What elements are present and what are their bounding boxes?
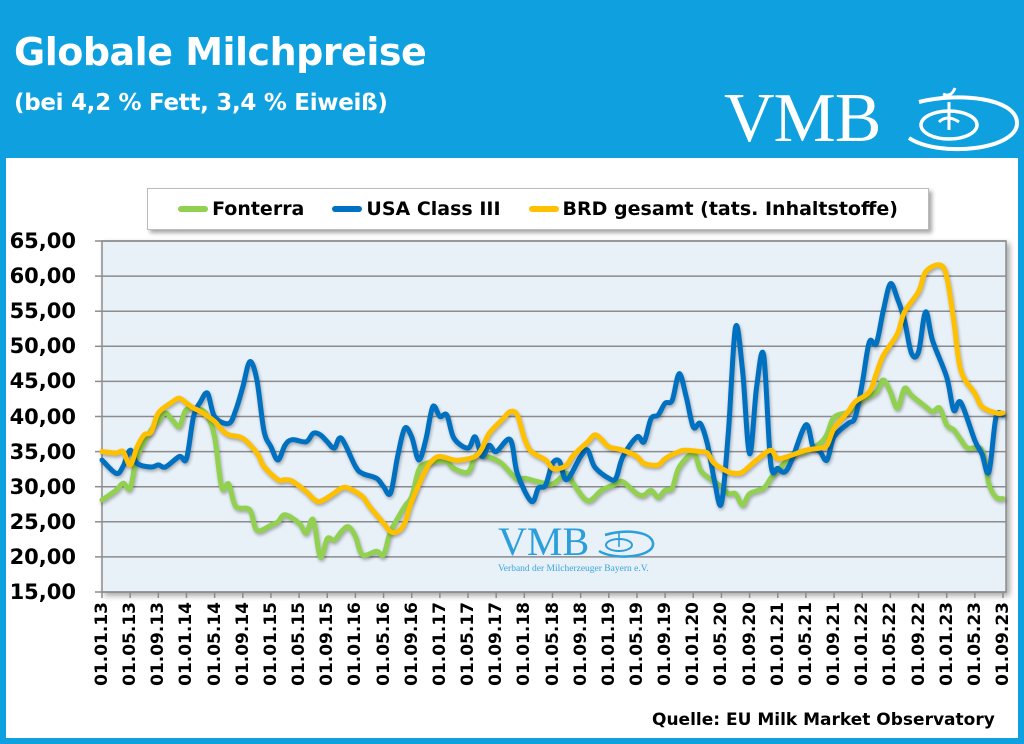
y-tick-label: 60,00 [9,264,76,289]
y-tick-label: 25,00 [9,509,76,534]
x-tick-label: 01.01.17 [429,602,450,686]
x-tick-label: 01.05.14 [204,602,225,686]
legend-swatch-fonterra [178,206,209,212]
watermark-text: VMB [498,519,590,564]
x-tick-label: 01.09.23 [993,602,1013,686]
legend-label: USA Class III [366,198,501,220]
page-title: Globale Milchpreise [14,30,427,74]
series-line-brd-gesamt-tats-inhaltstoffe [99,262,1006,536]
x-tick-label: 01.01.21 [767,602,788,686]
vmb-logo: VMB [724,80,1024,160]
x-tick-label: 01.05.13 [120,602,141,686]
legend-item-fonterra: Fonterra [178,198,304,220]
legend-label: Fonterra [212,198,305,220]
x-tick-label: 01.01.13 [92,602,112,686]
y-tick-label: 35,00 [9,439,76,464]
x-tick-label: 01.09.16 [401,602,422,686]
y-tick-label: 55,00 [9,299,76,324]
x-tick-label: 01.01.16 [345,602,366,686]
x-tick-label: 01.01.18 [514,602,535,686]
series-line-fonterra [99,377,1006,560]
x-tick-label: 01.05.23 [964,602,985,686]
y-tick-label: 65,00 [9,229,76,253]
vmb-watermark: VMB Verband der Milcherzeuger Bayern e.V… [498,522,657,574]
x-tick-label: 01.05.19 [626,602,647,686]
x-tick-label: 01.05.15 [289,602,310,686]
x-tick-label: 01.09.14 [232,602,253,686]
x-tick-label: 01.09.21 [824,602,845,686]
x-tick-label: 01.01.15 [260,602,281,686]
x-tick-label: 01.05.22 [880,602,901,686]
x-tick-label: 01.09.18 [570,602,591,686]
legend-item-brd: BRD gesamt (tats. Inhaltstoffe) [528,198,898,220]
y-tick-label: 15,00 [9,580,76,604]
y-tick-label: 45,00 [9,369,76,394]
header-banner: Globale Milchpreise (bei 4,2 % Fett, 3,4… [0,0,1024,154]
x-tick-label: 01.05.21 [795,602,816,686]
x-tick-label: 01.09.19 [655,602,676,686]
y-tick-label: 20,00 [9,544,76,569]
page-subtitle: (bei 4,2 % Fett, 3,4 % Eiweiß) [14,90,388,116]
x-tick-label: 01.01.20 [683,602,704,686]
y-tick-label: 30,00 [9,474,76,499]
x-tick-label: 01.05.17 [458,602,479,686]
x-tick-label: 01.09.17 [486,602,507,686]
swirl-watermark-icon [598,530,655,558]
legend-label: BRD gesamt (tats. Inhaltstoffe) [562,198,898,220]
x-tick-label: 01.05.16 [373,602,394,686]
x-tick-label: 01.09.22 [908,602,929,686]
x-tick-label: 01.09.13 [148,602,169,686]
chart-legend: Fonterra USA Class III BRD gesamt (tats.… [147,188,929,230]
y-tick-label: 50,00 [9,334,76,359]
series-line-usa-class-iii [99,281,1006,508]
swirl-logo-icon [907,87,1020,152]
x-tick-label: 01.05.20 [711,602,732,686]
x-tick-label: 01.01.22 [852,602,873,686]
x-tick-label: 01.09.20 [739,602,760,686]
x-tick-label: 01.09.15 [317,602,338,686]
source-note: Quelle: EU Milk Market Observatory [652,710,995,730]
legend-swatch-usa [332,206,363,212]
legend-swatch-brd [528,206,559,212]
watermark-subtext: Verband der Milcherzeuger Bayern e.V. [498,564,649,574]
legend-item-usa: USA Class III [332,198,501,220]
x-tick-label: 01.01.23 [936,602,957,686]
x-tick-label: 01.05.18 [542,602,563,686]
x-tick-label: 01.01.14 [176,602,197,686]
y-tick-label: 40,00 [9,404,76,429]
x-tick-label: 01.01.19 [598,602,619,686]
logo-text: VMB [724,80,881,157]
